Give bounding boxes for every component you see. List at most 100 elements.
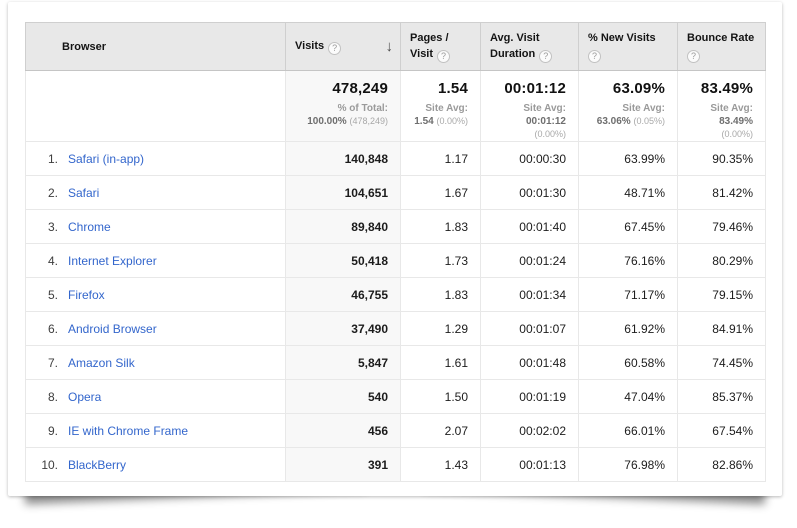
cell-visits: 50,418 bbox=[285, 243, 401, 278]
cell-browser: 3. Chrome bbox=[25, 209, 286, 244]
row-rank: 4. bbox=[47, 253, 58, 268]
column-header-pages-per-visit[interactable]: Pages / Visit? bbox=[400, 22, 481, 71]
cell-pct-new-visits: 76.16% bbox=[578, 243, 678, 278]
summary-cell-browser bbox=[25, 70, 286, 142]
cell-pages-per-visit: 1.17 bbox=[400, 141, 481, 176]
column-label: Bounce Rate bbox=[687, 32, 755, 44]
cell-visits: 104,651 bbox=[285, 175, 401, 210]
summary-sub-paren: (0.05%) bbox=[633, 116, 665, 126]
browser-link[interactable]: Amazon Silk bbox=[68, 355, 135, 370]
browser-link[interactable]: BlackBerry bbox=[68, 457, 127, 472]
report-card: Browser Visits? ↓ Pages / Visit? Avg. Vi… bbox=[8, 2, 782, 496]
help-icon[interactable]: ? bbox=[328, 42, 342, 55]
cell-bounce-rate: 79.46% bbox=[677, 209, 766, 244]
table-row: 3. Chrome 89,840 1.83 00:01:40 67.45% 79.… bbox=[25, 209, 766, 244]
cell-bounce-rate: 90.35% bbox=[677, 141, 766, 176]
cell-bounce-rate: 80.29% bbox=[677, 243, 766, 278]
summary-total: 83.49% bbox=[700, 80, 753, 97]
cell-pages-per-visit: 1.50 bbox=[400, 379, 481, 414]
browser-link[interactable]: Android Browser bbox=[68, 321, 157, 336]
browser-report-table: Browser Visits? ↓ Pages / Visit? Avg. Vi… bbox=[25, 22, 766, 482]
column-label: Pages / Visit bbox=[410, 32, 449, 60]
summary-sub-value: 83.49% bbox=[719, 116, 753, 127]
cell-pct-new-visits: 76.98% bbox=[578, 447, 678, 482]
summary-cell-pct-new-visits: 63.09% Site Avg: 63.06% (0.05%) bbox=[578, 70, 678, 142]
column-header-avg-visit-duration[interactable]: Avg. Visit Duration? bbox=[480, 22, 579, 71]
summary-cell-pages-per-visit: 1.54 Site Avg: 1.54 (0.00%) bbox=[400, 70, 481, 142]
browser-link[interactable]: Firefox bbox=[68, 287, 105, 302]
summary-cell-visits: 478,249 % of Total: 100.00% (478,249) bbox=[285, 70, 401, 142]
cell-pages-per-visit: 1.43 bbox=[400, 447, 481, 482]
row-rank: 6. bbox=[47, 321, 58, 336]
cell-browser: 8. Opera bbox=[25, 379, 286, 414]
summary-cell-bounce-rate: 83.49% Site Avg: 83.49% (0.00%) bbox=[677, 70, 766, 142]
table-row: 1. Safari (in-app) 140,848 1.17 00:00:30 … bbox=[25, 141, 766, 176]
summary-sub-label: % of Total: bbox=[337, 103, 388, 114]
table-row: 7. Amazon Silk 5,847 1.61 00:01:48 60.58%… bbox=[25, 345, 766, 380]
cell-pages-per-visit: 1.29 bbox=[400, 311, 481, 346]
sort-descending-icon[interactable]: ↓ bbox=[385, 37, 394, 55]
cell-bounce-rate: 85.37% bbox=[677, 379, 766, 414]
summary-sub-paren: (0.00%) bbox=[534, 129, 566, 139]
cell-avg-visit-duration: 00:01:30 bbox=[480, 175, 579, 210]
summary-total: 00:01:12 bbox=[504, 80, 566, 97]
cell-pct-new-visits: 47.04% bbox=[578, 379, 678, 414]
cell-visits: 46,755 bbox=[285, 277, 401, 312]
cell-visits: 89,840 bbox=[285, 209, 401, 244]
summary-sub-paren: (0.00%) bbox=[436, 116, 468, 126]
cell-avg-visit-duration: 00:01:07 bbox=[480, 311, 579, 346]
summary-cell-avg-visit-duration: 00:01:12 Site Avg: 00:01:12 (0.00%) bbox=[480, 70, 579, 142]
cell-pct-new-visits: 67.45% bbox=[578, 209, 678, 244]
table-row: 6. Android Browser 37,490 1.29 00:01:07 6… bbox=[25, 311, 766, 346]
cell-browser: 2. Safari bbox=[25, 175, 286, 210]
table-row: 10. BlackBerry 391 1.43 00:01:13 76.98% 8… bbox=[25, 447, 766, 482]
browser-link[interactable]: Chrome bbox=[68, 219, 111, 234]
help-icon[interactable]: ? bbox=[437, 50, 451, 63]
header-row: Browser Visits? ↓ Pages / Visit? Avg. Vi… bbox=[25, 22, 766, 71]
cell-bounce-rate: 74.45% bbox=[677, 345, 766, 380]
browser-link[interactable]: Internet Explorer bbox=[68, 253, 157, 268]
help-icon[interactable]: ? bbox=[539, 50, 553, 63]
row-rank: 5. bbox=[47, 287, 58, 302]
help-icon[interactable]: ? bbox=[588, 50, 601, 63]
cell-avg-visit-duration: 00:00:30 bbox=[480, 141, 579, 176]
cell-visits: 37,490 bbox=[285, 311, 401, 346]
summary-sub-value: 63.06% bbox=[596, 116, 631, 127]
table-row: 2. Safari 104,651 1.67 00:01:30 48.71% 81… bbox=[25, 175, 766, 210]
column-header-visits[interactable]: Visits? ↓ bbox=[285, 22, 401, 71]
row-rank: 10. bbox=[41, 457, 58, 472]
help-icon[interactable]: ? bbox=[687, 50, 700, 63]
browser-link[interactable]: Opera bbox=[68, 389, 102, 404]
column-label: Avg. Visit Duration bbox=[490, 32, 540, 60]
summary-total: 1.54 bbox=[438, 80, 468, 97]
summary-sub-label: Site Avg: bbox=[710, 103, 753, 114]
cell-pct-new-visits: 71.17% bbox=[578, 277, 678, 312]
cell-visits: 5,847 bbox=[285, 345, 401, 380]
browser-link[interactable]: Safari (in-app) bbox=[68, 151, 145, 166]
summary-sub-paren: (478,249) bbox=[349, 116, 388, 126]
cell-avg-visit-duration: 00:01:48 bbox=[480, 345, 579, 380]
row-rank: 3. bbox=[47, 219, 58, 234]
column-header-bounce-rate[interactable]: Bounce Rate? bbox=[677, 22, 766, 71]
cell-pct-new-visits: 61.92% bbox=[578, 311, 678, 346]
summary-sub-label: Site Avg: bbox=[523, 103, 566, 114]
cell-avg-visit-duration: 00:01:19 bbox=[480, 379, 579, 414]
column-header-pct-new-visits[interactable]: % New Visits? bbox=[578, 22, 678, 71]
summary-sub-value: 100.00% bbox=[307, 116, 347, 127]
column-label: % New Visits bbox=[588, 32, 656, 44]
column-header-browser[interactable]: Browser bbox=[25, 22, 286, 71]
table-row: 5. Firefox 46,755 1.83 00:01:34 71.17% 79… bbox=[25, 277, 766, 312]
table-row: 8. Opera 540 1.50 00:01:19 47.04% 85.37% bbox=[25, 379, 766, 414]
cell-avg-visit-duration: 00:01:13 bbox=[480, 447, 579, 482]
cell-pages-per-visit: 1.83 bbox=[400, 209, 481, 244]
column-label: Visits bbox=[295, 40, 325, 52]
row-rank: 9. bbox=[47, 423, 58, 438]
summary-sub-label: Site Avg: bbox=[425, 103, 468, 114]
browser-link[interactable]: Safari bbox=[68, 185, 100, 200]
table-row: 9. IE with Chrome Frame 456 2.07 00:02:02… bbox=[25, 413, 766, 448]
cell-pages-per-visit: 1.73 bbox=[400, 243, 481, 278]
cell-bounce-rate: 82.86% bbox=[677, 447, 766, 482]
browser-link[interactable]: IE with Chrome Frame bbox=[68, 423, 189, 438]
cell-bounce-rate: 67.54% bbox=[677, 413, 766, 448]
